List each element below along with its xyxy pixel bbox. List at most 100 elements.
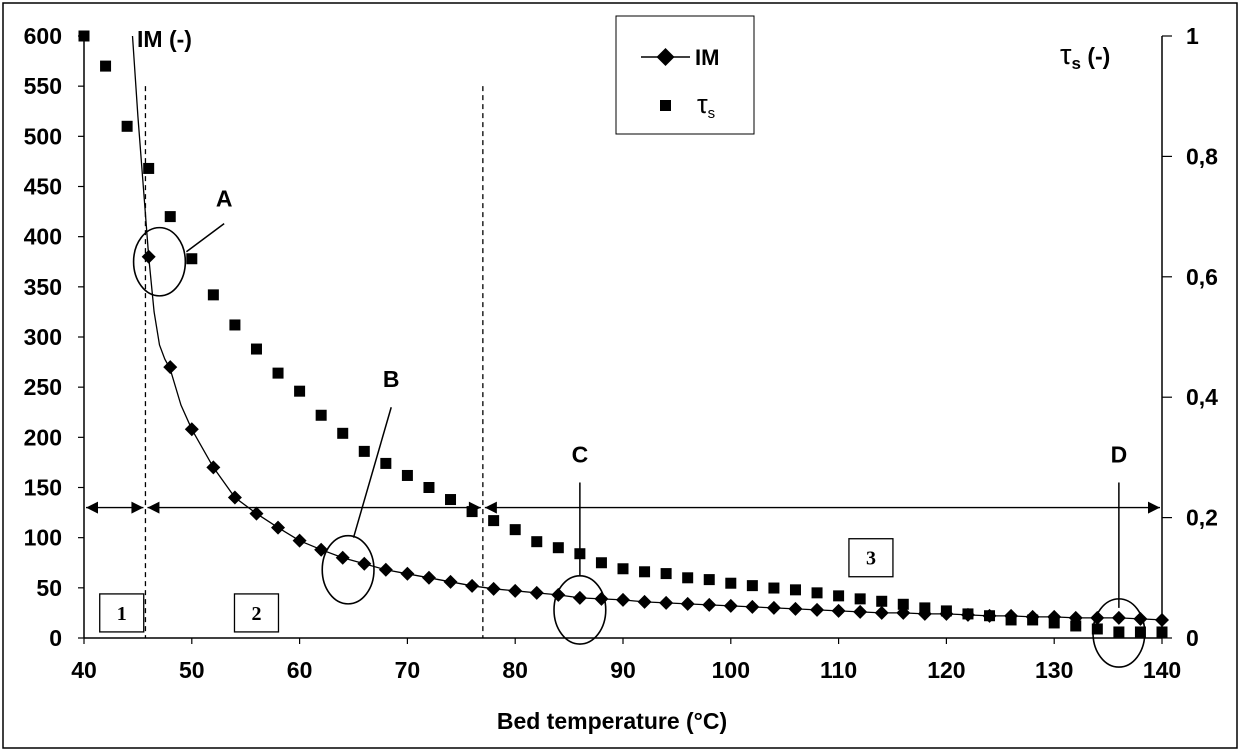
y-axis-left-title: IM (-) bbox=[137, 26, 192, 52]
y-right-tick-label: 0,8 bbox=[1186, 143, 1218, 169]
ts-point bbox=[897, 598, 909, 610]
im-point bbox=[874, 605, 889, 620]
legend-ts-label-main: τ bbox=[697, 89, 708, 119]
ts-point bbox=[423, 482, 435, 493]
im-point bbox=[616, 592, 630, 607]
im-point bbox=[227, 490, 242, 505]
zone-label: 1 bbox=[117, 603, 127, 625]
x-tick-label: 120 bbox=[927, 657, 965, 683]
legend-im-label: IM bbox=[695, 45, 719, 70]
im-point bbox=[1155, 612, 1169, 627]
im-point bbox=[508, 583, 523, 598]
x-tick-label: 90 bbox=[610, 657, 636, 683]
ts-point bbox=[186, 253, 198, 265]
legend-ts-label-sub: s bbox=[708, 105, 716, 122]
im-point bbox=[766, 600, 781, 615]
x-tick-label: 80 bbox=[502, 657, 528, 683]
y-right-tick-label: 0,4 bbox=[1186, 384, 1218, 410]
y-right-tick-label: 1 bbox=[1186, 23, 1199, 49]
im-point bbox=[831, 603, 846, 618]
x-axis-title: Bed temperature (°C) bbox=[497, 708, 727, 734]
im-point bbox=[486, 581, 501, 596]
zone-label: 3 bbox=[866, 548, 876, 570]
zone-arrow-head-left bbox=[86, 501, 98, 514]
ts-point bbox=[552, 542, 564, 554]
ts-point bbox=[380, 457, 392, 469]
ts-point bbox=[1156, 626, 1168, 638]
ts-point bbox=[725, 577, 737, 589]
zone-label-box bbox=[99, 593, 145, 633]
x-tick-label: 50 bbox=[179, 657, 205, 683]
zone-label: 2 bbox=[251, 603, 261, 625]
ts-point bbox=[768, 582, 780, 594]
ts-point bbox=[617, 563, 629, 575]
ts-point bbox=[315, 409, 327, 421]
im-point bbox=[271, 520, 286, 535]
ts-point bbox=[833, 590, 845, 602]
im-point bbox=[723, 598, 738, 613]
annotation-label: C bbox=[572, 441, 589, 467]
y-left-tick-label: 50 bbox=[36, 575, 62, 601]
ts-point bbox=[940, 605, 952, 617]
y-left-tick-label: 300 bbox=[24, 324, 62, 350]
x-tick-label: 40 bbox=[71, 657, 97, 683]
x-tick-label: 110 bbox=[820, 657, 857, 683]
ts-point bbox=[682, 572, 694, 584]
ts-point bbox=[962, 608, 974, 620]
ts-point bbox=[1027, 614, 1039, 626]
im-point bbox=[249, 506, 264, 521]
im-point bbox=[637, 594, 652, 609]
ts-point bbox=[143, 162, 155, 174]
annotation-leader bbox=[352, 407, 392, 538]
x-tick-label: 140 bbox=[1143, 657, 1181, 683]
im-point bbox=[206, 460, 221, 475]
annotation-label: D bbox=[1111, 441, 1128, 467]
ts-point bbox=[811, 587, 823, 599]
im-point bbox=[702, 597, 717, 612]
im-point bbox=[1111, 610, 1126, 625]
ts-point bbox=[100, 60, 112, 72]
y-left-tick-label: 450 bbox=[24, 174, 62, 200]
im-point bbox=[378, 562, 393, 577]
ts-point bbox=[207, 289, 219, 301]
ts-point bbox=[595, 557, 607, 569]
ts-point bbox=[639, 566, 651, 578]
y-axis-right-title-main: τ bbox=[1060, 39, 1072, 71]
ts-point bbox=[164, 211, 176, 223]
ts-point bbox=[1005, 614, 1017, 626]
im-point bbox=[357, 556, 372, 571]
ts-point bbox=[876, 595, 888, 607]
x-tick-label: 70 bbox=[395, 657, 421, 683]
annotation-leader bbox=[185, 223, 225, 253]
ts-point bbox=[660, 568, 672, 580]
im-point bbox=[465, 578, 480, 593]
x-tick-label: 130 bbox=[1035, 657, 1073, 683]
y-left-tick-label: 100 bbox=[24, 525, 62, 551]
im-point bbox=[680, 596, 695, 611]
zone-label-box bbox=[848, 538, 894, 578]
ts-point bbox=[78, 30, 90, 42]
ts-point bbox=[272, 367, 284, 379]
im-point bbox=[184, 422, 199, 437]
y-right-tick-label: 0 bbox=[1186, 625, 1199, 651]
zone-arrow-head-left bbox=[484, 501, 497, 514]
ts-point bbox=[789, 584, 801, 596]
x-tick-label: 60 bbox=[287, 657, 313, 683]
ts-point bbox=[746, 580, 758, 592]
legend-box bbox=[615, 15, 755, 135]
y-axis-right-title-suffix: (-) bbox=[1081, 43, 1110, 69]
ts-point bbox=[703, 574, 715, 586]
y-right-tick-label: 0,2 bbox=[1186, 505, 1218, 531]
im-point bbox=[141, 249, 156, 264]
y-left-tick-label: 550 bbox=[24, 73, 62, 99]
im-point bbox=[810, 602, 825, 617]
y-left-tick-label: 400 bbox=[24, 224, 62, 250]
y-left-tick-label: 600 bbox=[24, 23, 62, 49]
ts-point bbox=[488, 515, 500, 527]
y-left-tick-label: 250 bbox=[24, 374, 62, 400]
ts-point bbox=[509, 524, 521, 536]
zone-label-box bbox=[233, 593, 280, 633]
legend-ts-label: τs bbox=[697, 89, 715, 122]
im-point bbox=[400, 566, 415, 581]
